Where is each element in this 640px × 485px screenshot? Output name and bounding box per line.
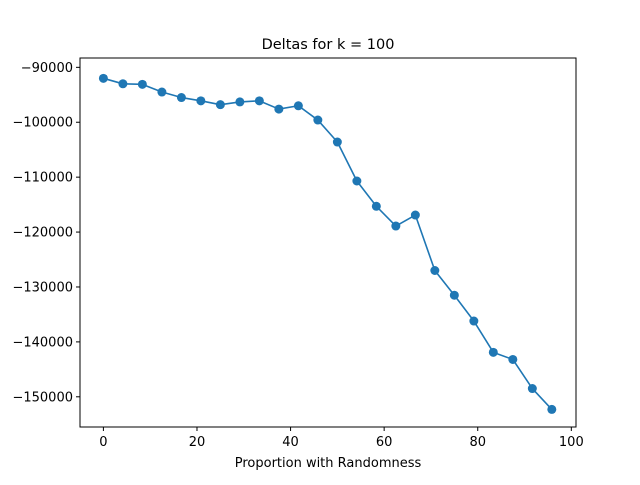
x-tick-label: 40: [282, 435, 299, 450]
data-point: [215, 100, 225, 110]
x-tick-label: 60: [376, 435, 393, 450]
y-tick-label: −130000: [12, 280, 73, 295]
data-point: [235, 97, 245, 107]
data-point: [371, 201, 381, 211]
x-tick-label: 100: [559, 435, 584, 450]
data-point: [176, 93, 186, 103]
data-point: [293, 101, 303, 111]
data-point: [352, 176, 362, 186]
y-tick-label: −90000: [21, 61, 73, 76]
plot-area: 0 20 40 60 80 100 −150000 −140000 −130000 −120000…: [12, 57, 584, 450]
data-point: [157, 87, 167, 97]
y-tick-label: −100000: [12, 116, 73, 131]
y-tick-label: −140000: [12, 335, 73, 350]
x-tick-label: 80: [469, 435, 486, 450]
data-point: [332, 137, 342, 147]
data-point: [488, 347, 498, 357]
y-tick-label: −150000: [12, 390, 73, 405]
x-tick-label: 0: [99, 435, 107, 450]
data-point: [469, 316, 479, 326]
data-point: [547, 404, 557, 414]
data-point: [118, 79, 128, 89]
chart-title: Deltas for k = 100: [262, 37, 395, 53]
y-tick-label: −110000: [12, 171, 73, 186]
y-tick-label: −120000: [12, 226, 73, 241]
data-point: [410, 210, 420, 220]
data-point: [137, 79, 147, 89]
data-point: [430, 266, 440, 275]
data-point: [508, 354, 518, 364]
data-point: [254, 96, 264, 106]
plot-frame: [79, 57, 577, 428]
data-point: [313, 115, 323, 125]
data-point: [449, 290, 459, 300]
data-point: [527, 384, 537, 394]
data-point: [196, 96, 206, 106]
data-point: [274, 104, 284, 114]
x-axis-label: Proportion with Randomness: [235, 456, 422, 471]
x-tick-label: 20: [189, 435, 206, 450]
data-point: [98, 73, 108, 83]
data-point: [391, 221, 401, 231]
